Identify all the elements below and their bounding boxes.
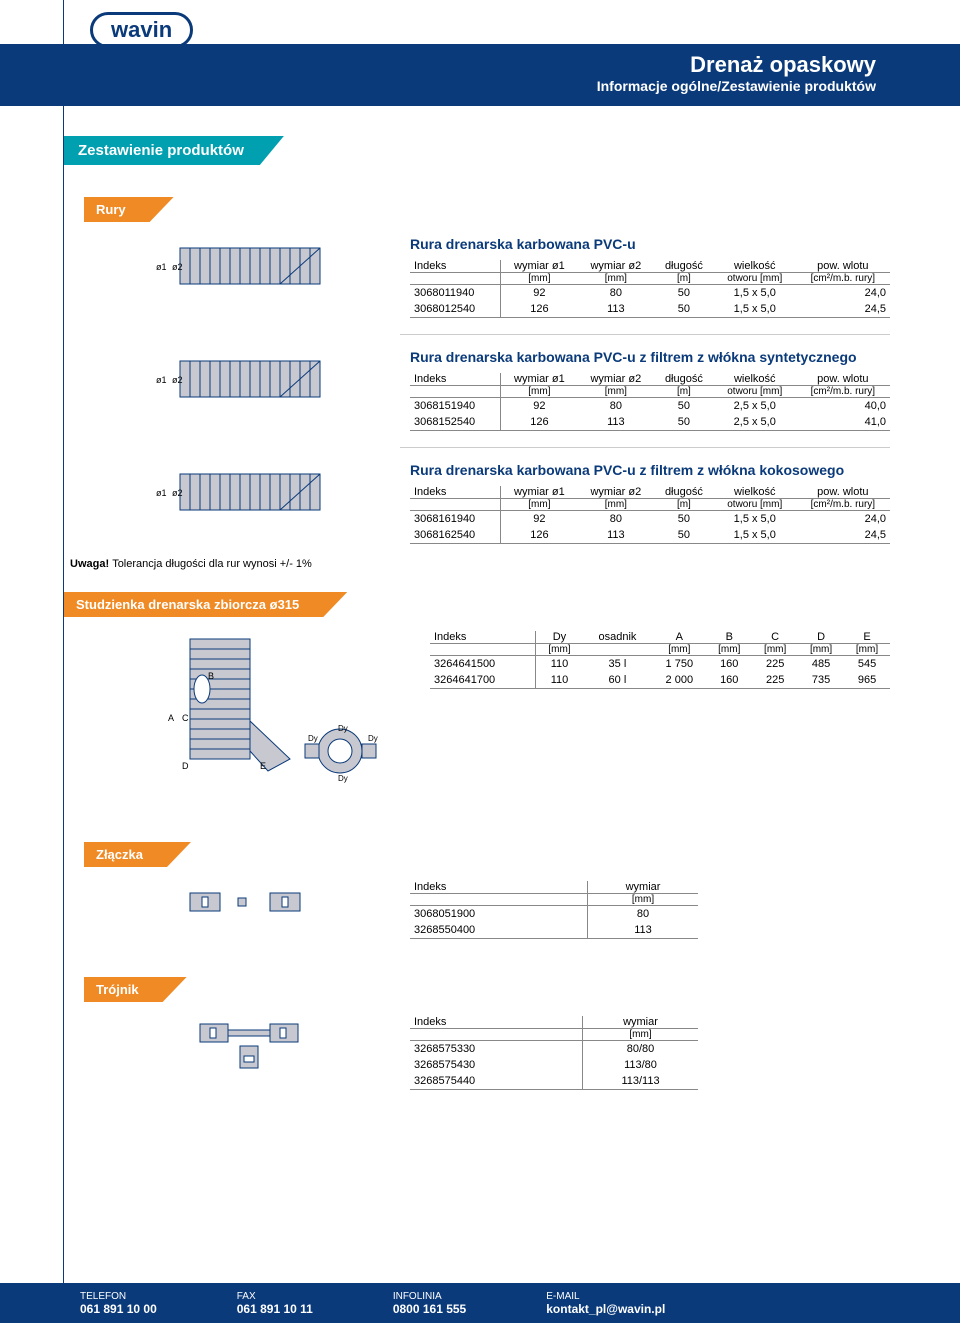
header-subtitle: Informacje ogólne/Zestawienie produktów [597, 78, 876, 94]
svg-text:E: E [260, 761, 266, 771]
svg-text:ø2: ø2 [172, 262, 183, 272]
table-row: 3264641500 11035 l 1 750160 225485 545 [430, 656, 890, 673]
tolerance-note: Uwaga! Tolerancja długości dla rur wynos… [70, 558, 960, 570]
pipe-diagram: ø1 ø2 [120, 462, 380, 525]
svg-text:Dy: Dy [338, 724, 348, 733]
table-row: 3068162540 126113 501,5 x 5,0 24,5 [410, 527, 890, 544]
studzienka-table: Indeks Dyosadnik AB CD E [mm] [mm][mm] [… [430, 631, 890, 689]
footer-col: FAX 061 891 10 11 [237, 1291, 313, 1316]
subsection-studzienka: Studzienka drenarska zbiorcza ø315 [64, 592, 347, 617]
product-table: Indeks wymiar ø1wymiar ø2 długośćwielkoś… [410, 486, 890, 544]
product-block: ø1 ø2 Rura drenarska karbowana PVC-u z f… [120, 349, 890, 431]
table-row: 3268575430113/80 [410, 1057, 698, 1073]
svg-text:ø2: ø2 [172, 488, 183, 498]
table-row: 3068012540 126 113 50 1,5 x 5,0 24,5 [410, 301, 890, 318]
coupling-diagram [120, 881, 380, 924]
pipe-diagram: ø1 ø2 [120, 349, 380, 412]
header-bar: Drenaż opaskowy Informacje ogólne/Zestaw… [0, 44, 960, 106]
footer-col: INFOLINIA 0800 161 555 [393, 1291, 466, 1316]
header-title: Drenaż opaskowy [597, 52, 876, 78]
section-title: Zestawienie produktów [64, 136, 284, 165]
table-row: 3264641700 11060 l 2 000160 225735 965 [430, 672, 890, 689]
footer-col: E-MAIL kontakt_pl@wavin.pl [546, 1291, 665, 1316]
svg-text:B: B [208, 671, 214, 681]
table-row: 3068152540 126113 502,5 x 5,0 41,0 [410, 414, 890, 431]
subsection-rury: Rury [84, 197, 174, 222]
svg-text:C: C [182, 713, 189, 723]
subsection-trojnik: Trójnik [84, 977, 187, 1002]
trojnik-table: Indekswymiar [mm] 326857533080/80 326857… [410, 1016, 698, 1090]
svg-text:Dy: Dy [308, 734, 318, 743]
table-row: 3068151940 9280 502,5 x 5,0 40,0 [410, 398, 890, 415]
product-title: Rura drenarska karbowana PVC-u [410, 236, 890, 252]
pipe-diagram: ø1 ø2 [120, 236, 380, 299]
studzienka-diagram: B A C D E Dy Dy Dy Dy [140, 631, 400, 804]
table-row: 3268575440113/113 [410, 1073, 698, 1090]
svg-text:ø1: ø1 [156, 488, 167, 498]
product-title: Rura drenarska karbowana PVC-u z filtrem… [410, 462, 890, 478]
svg-text:Dy: Dy [368, 734, 378, 743]
product-title: Rura drenarska karbowana PVC-u z filtrem… [410, 349, 890, 365]
brand-logo: wavin [90, 12, 193, 48]
table-row: 306805190080 [410, 906, 698, 923]
svg-text:A: A [168, 713, 174, 723]
left-rail [30, 0, 64, 1300]
footer-col: TELEFON 061 891 10 00 [80, 1291, 157, 1316]
footer-bar: TELEFON 061 891 10 00 FAX 061 891 10 11 … [0, 1283, 960, 1323]
tee-diagram [120, 1016, 380, 1079]
table-row: 3068011940 92 80 50 1,5 x 5,0 24,0 [410, 285, 890, 302]
product-table: Indeks wymiar ø1 wymiar ø2 długość wielk… [410, 260, 890, 318]
zlaczka-table: Indekswymiar [mm] 306805190080 326855040… [410, 881, 698, 939]
svg-text:ø1: ø1 [156, 262, 167, 272]
svg-text:ø2: ø2 [172, 375, 183, 385]
subsection-zlaczka: Złączka [84, 842, 191, 867]
svg-text:Dy: Dy [338, 774, 348, 783]
svg-text:ø1: ø1 [156, 375, 167, 385]
product-block: ø1 ø2 Rura drenarska karbowana PVC-u Ind… [120, 236, 890, 318]
product-table: Indeks wymiar ø1wymiar ø2 długośćwielkoś… [410, 373, 890, 431]
table-row: 3068161940 9280 501,5 x 5,0 24,0 [410, 511, 890, 528]
table-row: 3268550400113 [410, 922, 698, 939]
product-block: ø1 ø2 Rura drenarska karbowana PVC-u z f… [120, 462, 890, 544]
table-row: 326857533080/80 [410, 1041, 698, 1058]
svg-text:D: D [182, 761, 189, 771]
